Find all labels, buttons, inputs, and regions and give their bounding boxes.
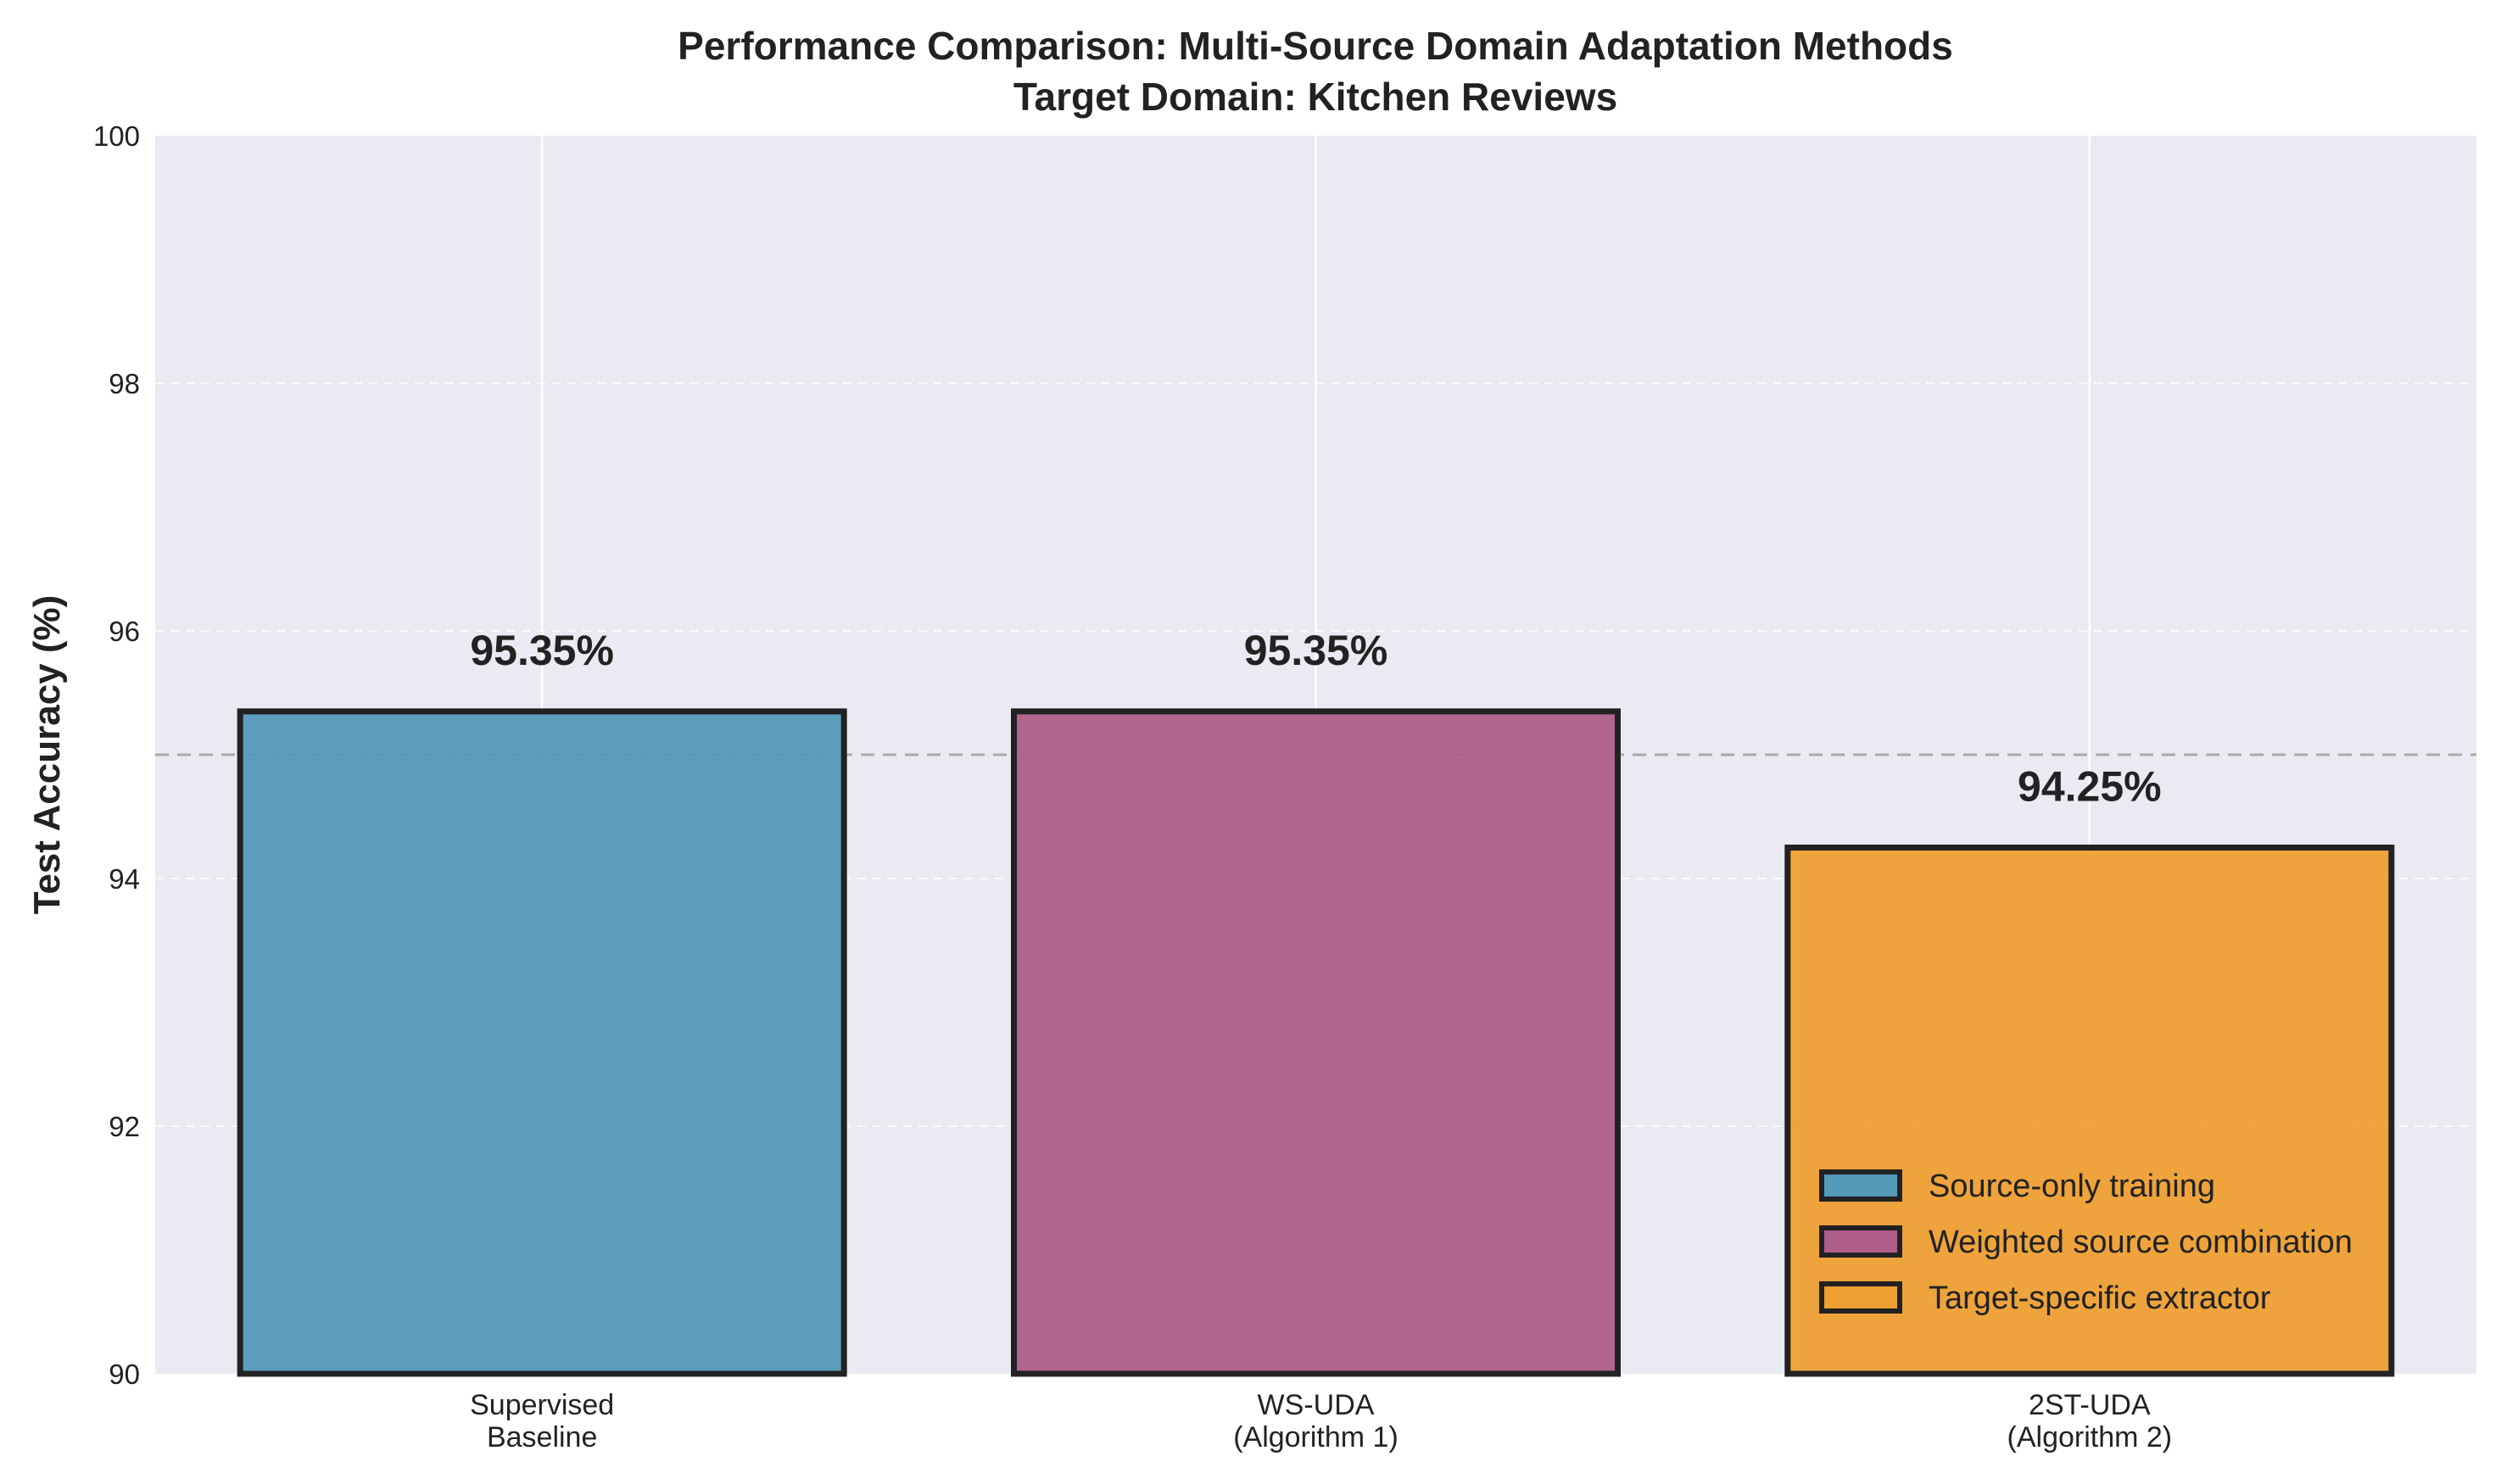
x-tick-label: 2ST-UDA	[2029, 1389, 2151, 1421]
legend-swatch	[1819, 1169, 1902, 1202]
chart-title-line-1: Performance Comparison: Multi-Source Dom…	[678, 24, 1953, 68]
legend: Source-only training Weighted source comb…	[1819, 1169, 2353, 1316]
x-tick-label: Supervised	[470, 1389, 614, 1421]
y-tick-label: 90	[109, 1358, 140, 1390]
x-tick-label: (Algorithm 1)	[1233, 1421, 1398, 1453]
legend-swatch	[1819, 1225, 1902, 1258]
bars	[237, 708, 2395, 1377]
data-labels: 95.35% 95.35% 94.25%	[470, 627, 2161, 811]
y-tick-label: 100	[93, 120, 140, 152]
y-tick-label: 96	[109, 616, 140, 647]
y-axis-label: Test Accuracy (%)	[26, 595, 68, 915]
x-tick-label: Baseline	[487, 1421, 597, 1453]
y-tick-label: 98	[109, 368, 140, 399]
legend-label: Weighted source combination	[1929, 1225, 2353, 1260]
x-tick-label: (Algorithm 2)	[2007, 1421, 2173, 1453]
legend-swatch	[1819, 1281, 1902, 1314]
y-tick-label: 94	[109, 863, 140, 895]
bar-value-label: 94.25%	[2018, 763, 2162, 811]
bar	[237, 708, 847, 1377]
legend-label: Source-only training	[1929, 1169, 2215, 1204]
bar-value-label: 95.35%	[470, 627, 614, 674]
chart-title-line-2: Target Domain: Kitchen Reviews	[1013, 75, 1617, 119]
bar	[1011, 708, 1621, 1377]
y-tick-label: 92	[109, 1111, 140, 1142]
x-tick-label: WS-UDA	[1258, 1389, 1375, 1421]
bar-value-label: 95.35%	[1244, 627, 1388, 674]
axis-ticks: 9092949698100SupervisedBaselineWS-UDA(Al…	[93, 120, 2172, 1453]
legend-label: Target-specific extractor	[1929, 1280, 2271, 1316]
